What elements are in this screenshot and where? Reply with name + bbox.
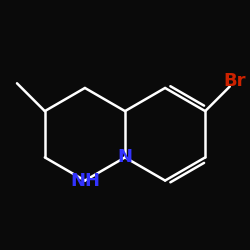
Text: NH: NH <box>70 172 100 190</box>
Text: N: N <box>118 148 132 166</box>
Text: Br: Br <box>224 72 246 90</box>
